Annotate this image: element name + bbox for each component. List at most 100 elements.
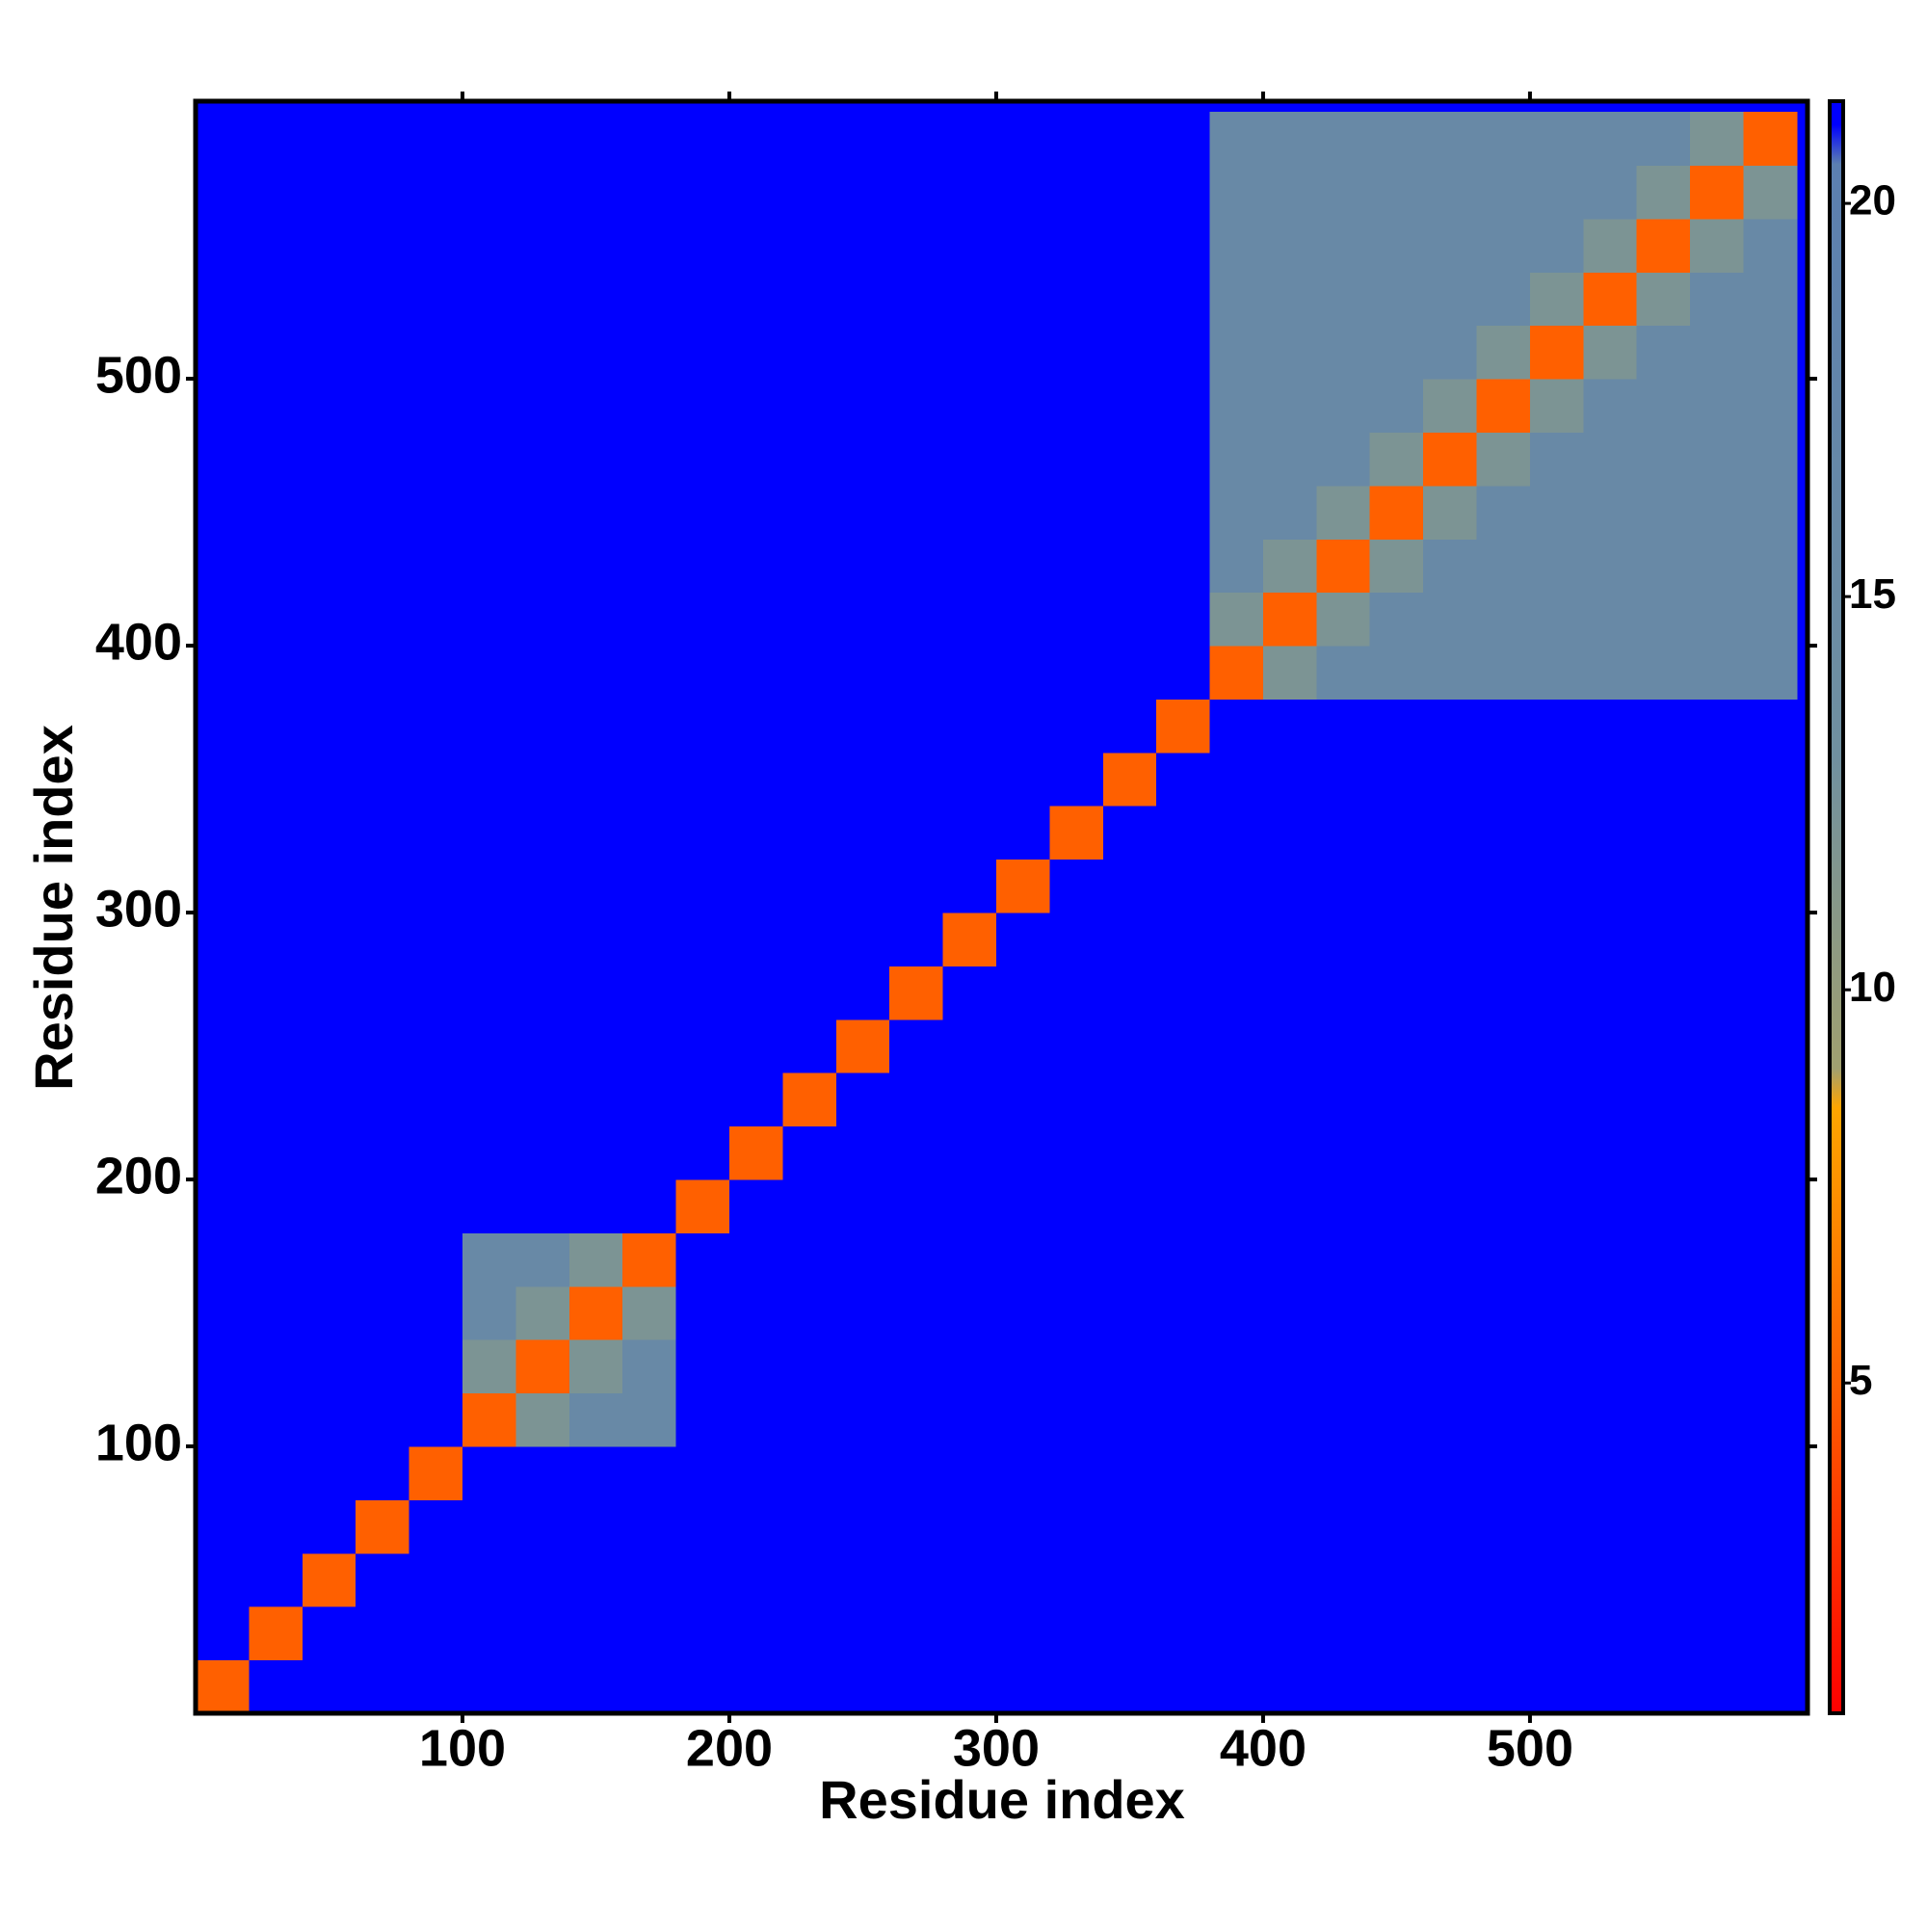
heatmap-cell xyxy=(782,1019,837,1073)
heatmap-cell xyxy=(782,112,837,166)
heatmap-cell xyxy=(196,539,250,594)
heatmap-cell xyxy=(835,218,890,273)
heatmap-cell xyxy=(1102,1232,1157,1287)
heatmap-cell xyxy=(302,1179,356,1233)
heatmap-cell xyxy=(889,325,944,380)
heatmap-cell xyxy=(942,592,997,647)
heatmap-cell xyxy=(942,1019,997,1073)
heatmap-cell xyxy=(1209,592,1264,647)
heatmap-cell xyxy=(782,539,837,594)
heatmap-cell xyxy=(1529,325,1584,380)
heatmap-cell xyxy=(1369,1285,1424,1340)
heatmap-cell xyxy=(249,539,304,594)
heatmap-cell xyxy=(1049,752,1104,807)
heatmap-cell xyxy=(196,699,250,754)
heatmap-cell xyxy=(1102,699,1157,754)
heatmap-cell xyxy=(1476,1552,1531,1607)
heatmap-cell xyxy=(1049,1606,1104,1661)
heatmap-cell xyxy=(995,539,1050,594)
heatmap-cell xyxy=(1156,1606,1211,1661)
heatmap-cell xyxy=(1262,646,1317,700)
heatmap-cell xyxy=(1690,806,1745,860)
heatmap-cell xyxy=(1636,1285,1691,1340)
heatmap-cell xyxy=(1049,966,1104,1020)
heatmap-cell xyxy=(1316,1606,1371,1661)
heatmap-cell xyxy=(782,1339,837,1394)
heatmap-cell xyxy=(1369,1659,1424,1714)
heatmap-cell xyxy=(835,806,890,860)
heatmap-cell xyxy=(995,646,1050,700)
heatmap-cell xyxy=(622,432,677,487)
heatmap-cell xyxy=(889,806,944,860)
heatmap-cell xyxy=(1690,913,1745,966)
heatmap-cell xyxy=(889,1552,944,1607)
heatmap-cell xyxy=(1690,699,1745,754)
heatmap-cell xyxy=(942,485,997,540)
heatmap-cell xyxy=(196,1606,250,1661)
heatmap-cell xyxy=(1743,1232,1798,1287)
heatmap-cell xyxy=(1529,699,1584,754)
heatmap-cell xyxy=(1209,1659,1264,1714)
heatmap-cell xyxy=(1316,112,1371,166)
heatmap-cell xyxy=(1476,913,1531,966)
heatmap-cell xyxy=(622,485,677,540)
heatmap-cell xyxy=(409,1659,463,1714)
heatmap-cell xyxy=(1636,112,1691,166)
heatmap-cell xyxy=(942,1285,997,1340)
heatmap-cell xyxy=(302,1072,356,1127)
heatmap-cell xyxy=(1156,752,1211,807)
heatmap-cell xyxy=(462,1392,516,1447)
heatmap-cell xyxy=(1476,1232,1531,1287)
heatmap-cell xyxy=(1102,1606,1157,1661)
heatmap-cell xyxy=(462,1285,516,1340)
heatmap-cell xyxy=(409,806,463,860)
heatmap-cell xyxy=(409,646,463,700)
heatmap-cell xyxy=(1316,485,1371,540)
heatmap-cell xyxy=(196,379,250,433)
heatmap-cell xyxy=(675,1232,730,1287)
heatmap-cell xyxy=(1209,1446,1264,1500)
heatmap-cell xyxy=(1636,966,1691,1020)
heatmap-cell xyxy=(302,1392,356,1447)
heatmap-cell xyxy=(1049,1125,1104,1180)
heatmap-cell xyxy=(568,432,623,487)
heatmap-cell xyxy=(462,218,516,273)
heatmap-cell xyxy=(462,485,516,540)
heatmap-cell xyxy=(728,432,783,487)
heatmap-cell xyxy=(782,1285,837,1340)
heatmap-cell xyxy=(782,646,837,700)
heatmap-cell xyxy=(409,1446,463,1500)
heatmap-cell xyxy=(1743,646,1798,700)
heatmap-cell xyxy=(1423,1019,1478,1073)
heatmap-cell xyxy=(1476,966,1531,1020)
heatmap-cell xyxy=(196,1019,250,1073)
heatmap-cell xyxy=(835,859,890,913)
heatmap-cell xyxy=(1102,432,1157,487)
heatmap-cell xyxy=(1209,1606,1264,1661)
heatmap-cell xyxy=(835,1019,890,1073)
heatmap-cell xyxy=(1636,1125,1691,1180)
heatmap-cell xyxy=(1156,592,1211,647)
heatmap-cell xyxy=(1743,966,1798,1020)
heatmap-cell xyxy=(942,379,997,433)
heatmap-cell xyxy=(728,112,783,166)
heatmap-cell xyxy=(515,913,570,966)
heatmap-cell xyxy=(622,539,677,594)
heatmap-cell xyxy=(1209,218,1264,273)
heatmap-cell xyxy=(356,432,410,487)
heatmap-cell xyxy=(942,1232,997,1287)
heatmap-cell xyxy=(782,592,837,647)
heatmap-cell xyxy=(995,1285,1050,1340)
heatmap-cell xyxy=(1369,272,1424,327)
heatmap-cell xyxy=(1049,1232,1104,1287)
heatmap-cell xyxy=(1583,1446,1638,1500)
heatmap-cell xyxy=(728,752,783,807)
heatmap-cell xyxy=(1476,1285,1531,1340)
heatmap-cell xyxy=(889,1499,944,1554)
heatmap-cell xyxy=(356,1019,410,1073)
heatmap-cell xyxy=(728,1606,783,1661)
heatmap-cell xyxy=(409,1339,463,1394)
heatmap-cell xyxy=(1743,1499,1798,1554)
heatmap-cell xyxy=(1209,272,1264,327)
heatmap-cell xyxy=(1262,1339,1317,1394)
